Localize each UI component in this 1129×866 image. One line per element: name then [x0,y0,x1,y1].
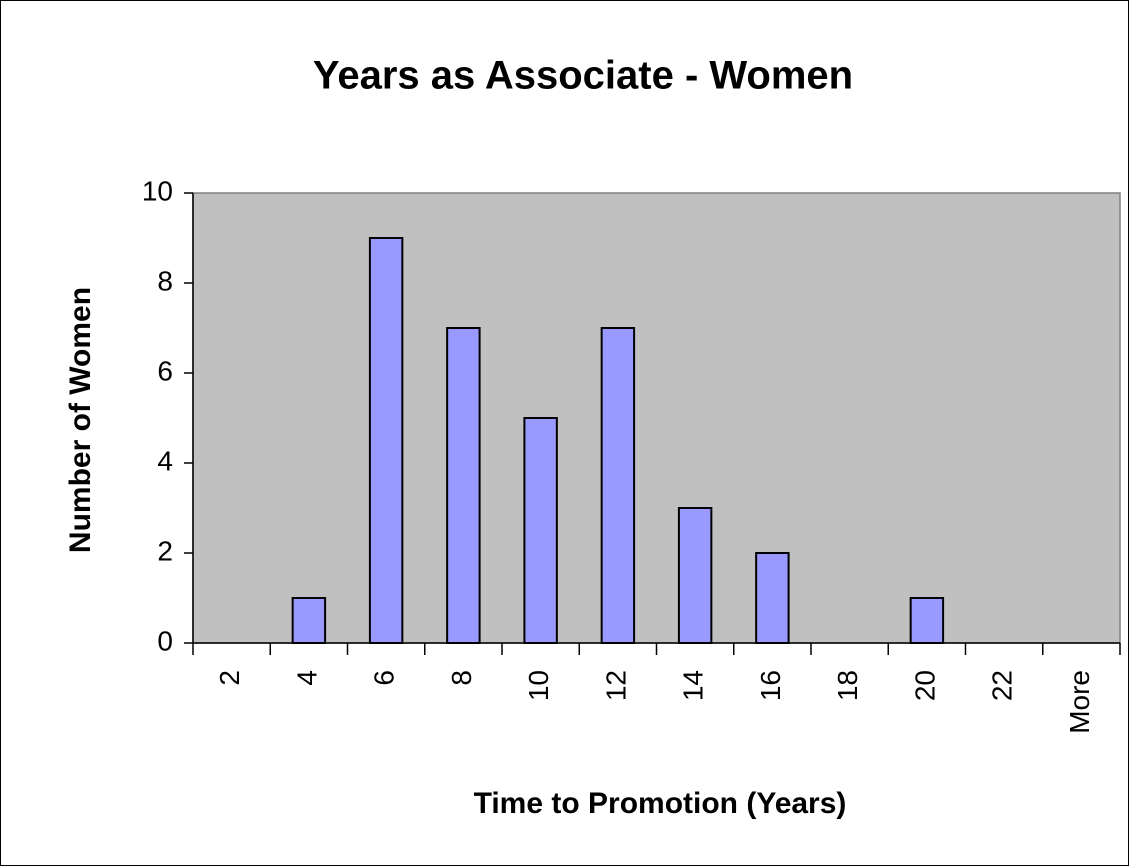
chart-title: Years as Associate - Women [313,54,853,98]
bar [909,597,945,644]
y-tick-label: 0 [157,625,173,656]
bar [446,327,481,644]
plot-area [192,192,1121,644]
x-tick-label: 16 [755,670,786,701]
x-tick-label: 6 [369,670,400,686]
x-axis-title: Time to Promotion (Years) [474,787,847,820]
bar [755,552,790,644]
x-tick-label: 12 [600,670,631,701]
x-tick-label: 22 [987,670,1018,701]
x-tick-label: 20 [909,670,940,701]
bar [291,597,327,644]
bar [677,507,713,644]
x-tick-label: More [1064,670,1095,734]
x-tick-label: 4 [291,670,322,686]
x-tick-label: 14 [678,670,709,701]
x-tick-label: 18 [832,670,863,701]
x-tick-label: 8 [446,670,477,686]
x-tick-label: 2 [214,670,245,686]
x-tick-label: 10 [523,670,554,701]
y-tick-label: 6 [157,355,173,386]
y-tick-label: 10 [142,175,173,206]
bar [523,417,558,644]
bar [368,237,404,644]
bar [600,327,636,644]
y-tick-label: 2 [157,535,173,566]
y-tick-label: 4 [157,445,173,476]
y-tick-label: 8 [157,265,173,296]
y-axis-title: Number of Women [64,287,97,553]
